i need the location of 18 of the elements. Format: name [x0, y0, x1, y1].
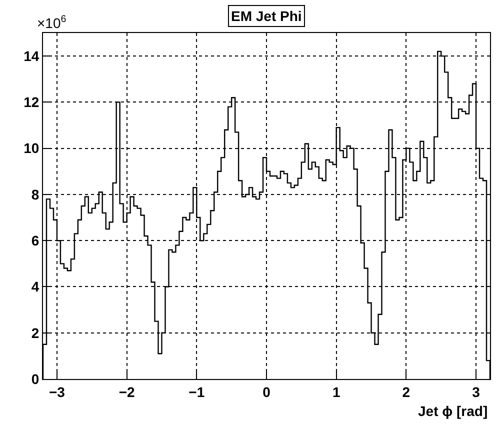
y-tick-label: 14 — [24, 48, 40, 64]
y-tick-label: 12 — [24, 94, 40, 110]
y-tick-label: 4 — [31, 278, 40, 295]
x-tick-label: −1 — [188, 384, 205, 400]
x-axis-title: Jet ϕ [rad] — [418, 403, 488, 419]
y-axis-title: ×10$^{6}$ — [37, 14, 67, 31]
y-tick-label: 8 — [31, 186, 40, 202]
y-tick-label: 2 — [31, 324, 40, 341]
x-tick-label: −3 — [48, 384, 66, 400]
y-tick-label: 6 — [31, 232, 40, 248]
x-tick-label: 1 — [332, 384, 340, 400]
x-tick-label: 3 — [472, 384, 480, 400]
x-tick-label: 0 — [262, 384, 271, 400]
chart-title: EM Jet Phi — [231, 8, 302, 24]
y-tick-label: 10 — [24, 140, 40, 156]
y-tick-label: 0 — [31, 370, 40, 387]
x-tick-label: 2 — [402, 384, 410, 400]
x-tick-label: −2 — [118, 384, 135, 400]
